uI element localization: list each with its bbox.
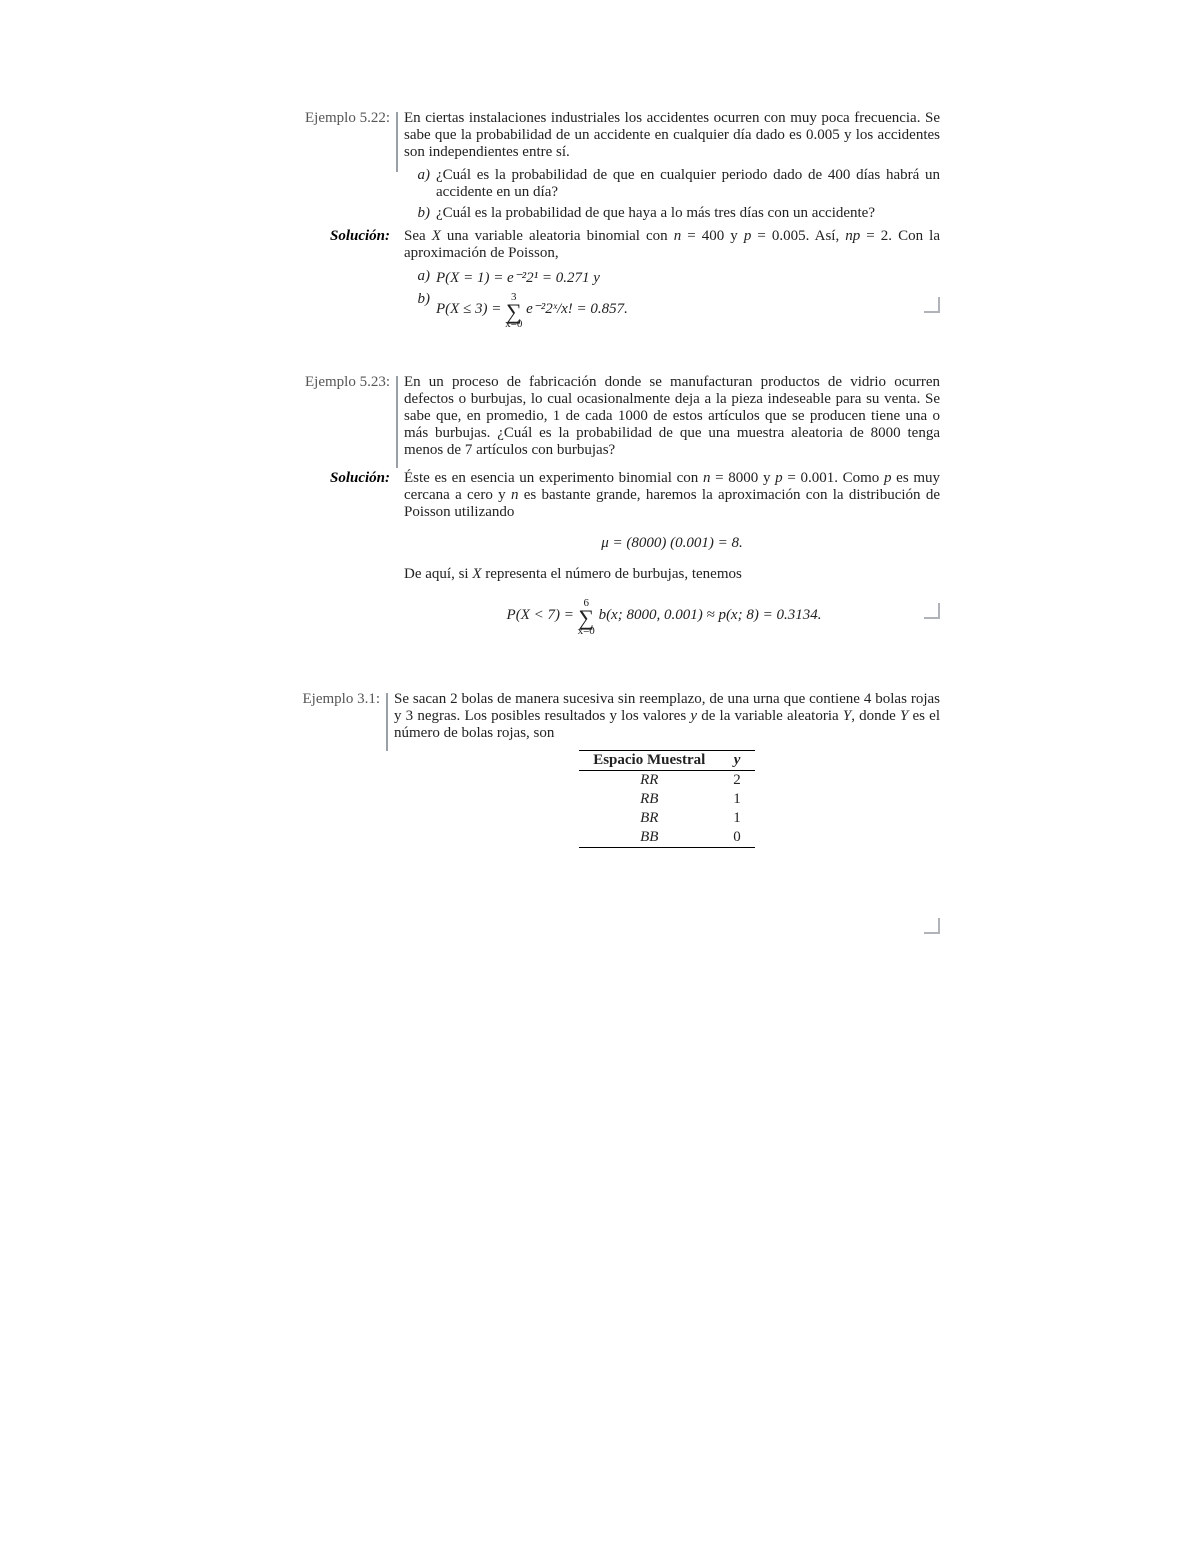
line2: De aquí, si X representa el número de bu… (404, 566, 940, 583)
example-5-23: Ejemplo 5.23: En un proceso de fabricaci… (260, 374, 940, 648)
table-row: BB 0 (579, 828, 755, 848)
var-x: X (472, 566, 481, 582)
sol-a-math: P(X = 1) = e⁻²2¹ = 0.271 y (436, 270, 600, 286)
cell-space: BR (640, 810, 658, 826)
sol-b-prefix: P(X ≤ 3) = (436, 301, 505, 317)
solution-label-text: Solución: (330, 470, 390, 486)
var-p: p (775, 470, 783, 486)
sol-b-suffix: e⁻²2ˣ/x! = 0.857. (522, 301, 628, 317)
t: = 0.001. Como (783, 470, 884, 486)
solution-label: Solución: (260, 470, 396, 487)
end-corner-icon (924, 918, 940, 934)
table-row: BR 1 (579, 809, 755, 828)
solution-label: Solución: (260, 228, 396, 245)
intro-text: Se sacan 2 bolas de manera sucesiva sin … (394, 691, 940, 741)
item-a-text: ¿Cuál es la probabilidad de que en cualq… (436, 167, 940, 201)
t: Sea (404, 228, 432, 244)
var-x: X (432, 228, 441, 244)
solution-label-text: Solución: (330, 228, 390, 244)
var-Y: Y (843, 708, 851, 724)
var-y: y (690, 708, 697, 724)
vertical-bar-icon (396, 376, 398, 468)
t: = 400 y (681, 228, 744, 244)
end-corner-icon (924, 297, 940, 313)
example-3-1: Ejemplo 3.1: Se sacan 2 bolas de manera … (260, 691, 940, 934)
t: = 0.005. Así, (751, 228, 845, 244)
item-a-letter: a) (404, 167, 436, 201)
item-b-letter: b) (404, 205, 436, 222)
cell-y: 0 (719, 828, 755, 848)
sol-a-letter: a) (404, 268, 436, 287)
sum-symbol: 6∑x=0 (578, 599, 595, 636)
cell-space: RR (640, 772, 658, 788)
table-head-y: y (734, 752, 741, 768)
label-text: Ejemplo 3.1: (303, 691, 381, 707)
label-text: Ejemplo 5.23: (305, 374, 390, 390)
example-label: Ejemplo 5.23: (260, 374, 396, 391)
final-prefix: P(X < 7) = (507, 608, 578, 624)
cell-y: 1 (719, 809, 755, 828)
sol-b-letter: b) (404, 291, 436, 328)
vertical-bar-icon (386, 693, 388, 751)
example-label: Ejemplo 3.1: (260, 691, 386, 708)
t: De aquí, si (404, 566, 472, 582)
cell-space: BB (640, 829, 658, 845)
cell-y: 2 (719, 770, 755, 790)
intro-text: En ciertas instalaciones industriales lo… (404, 110, 940, 160)
sum-symbol: 3∑x=0 (505, 293, 522, 330)
mu-equation: μ = (8000) (0.001) = 8. (601, 535, 743, 551)
t: una variable aleatoria binomial con (441, 228, 674, 244)
table-row: RR 2 (579, 770, 755, 790)
cell-space: RB (640, 791, 658, 807)
example-5-22: Ejemplo 5.22: En ciertas instalaciones i… (260, 110, 940, 332)
table-head-space: Espacio Muestral (579, 750, 719, 770)
solution-text: Éste es en esencia un experimento binomi… (404, 470, 940, 520)
example-label: Ejemplo 5.22: (260, 110, 396, 127)
t: Éste es en esencia un experimento binomi… (404, 470, 703, 486)
intro-text: En un proceso de fabricación donde se ma… (404, 374, 940, 458)
final-suffix: b(x; 8000, 0.001) ≈ p(x; 8) = 0.3134. (595, 608, 822, 624)
end-corner-icon (924, 603, 940, 619)
document-page: Ejemplo 5.22: En ciertas instalaciones i… (140, 0, 1060, 1076)
item-b-text: ¿Cuál es la probabilidad de que haya a l… (436, 205, 940, 222)
t: = 8000 y (710, 470, 775, 486)
solution-intro: Sea X una variable aleatoria binomial co… (404, 228, 940, 261)
sum-lower: x=0 (578, 627, 595, 637)
table-row: RB 1 (579, 790, 755, 809)
t: , donde (851, 708, 900, 724)
var-np: np (845, 228, 860, 244)
vertical-bar-icon (396, 112, 398, 172)
t: de la variable aleatoria (697, 708, 843, 724)
sum-lower: x=0 (505, 320, 522, 330)
sample-space-table: Espacio Muestral y RR 2 RB 1 BR 1 BB 0 (579, 750, 755, 848)
cell-y: 1 (719, 790, 755, 809)
label-text: Ejemplo 5.22: (305, 110, 390, 126)
t: representa el número de burbujas, tenemo… (482, 566, 742, 582)
